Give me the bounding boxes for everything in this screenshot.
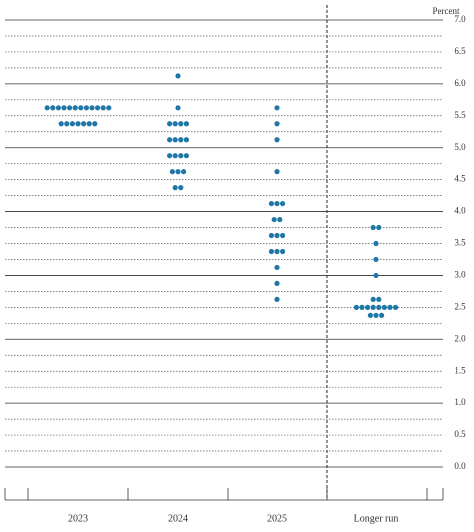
dot [50,105,56,111]
y-tick-label: 6.5 [454,46,466,56]
y-tick-label: 3.5 [454,238,466,248]
dot [353,304,359,310]
dot [61,105,67,111]
y-tick-label: 2.0 [454,333,466,343]
dot [376,296,382,302]
dot [387,304,393,310]
dot [178,185,184,191]
y-tick-label: 4.5 [454,174,466,184]
dot [175,169,181,175]
y-tick-label: 7.0 [454,14,466,24]
dot [44,105,50,111]
dot [64,121,70,127]
dot [67,105,73,111]
y-tick-label: 3.0 [454,269,466,279]
dot [393,304,399,310]
y-tick-label: 5.5 [454,110,466,120]
dot [376,224,382,231]
y-tick-label: 6.0 [454,78,466,88]
dot [373,272,379,279]
dot [373,312,379,318]
dot [86,121,92,127]
dot [268,200,274,207]
dot [373,240,379,247]
dot [58,121,64,127]
dot [78,105,84,111]
dot [183,121,189,127]
dot [376,304,382,310]
dot [274,248,280,255]
dot [169,169,175,175]
dot [183,153,189,159]
y-tick-label: 2.5 [454,301,466,311]
dot [370,224,376,231]
dot [277,216,283,223]
y-tick-label: 4.0 [454,206,466,216]
dot [72,105,78,111]
dot [274,121,280,127]
dot [92,121,98,127]
dot [373,256,379,263]
dot [274,264,280,271]
x-tick-label: 2024 [168,513,188,524]
dot [75,121,81,127]
dot [172,137,178,143]
dot [81,121,87,127]
dot [178,121,184,127]
dot [95,105,101,111]
dot [167,137,173,143]
dot [370,296,376,302]
dot [172,185,178,191]
dot [172,121,178,127]
y-axis-label: Percent [433,6,460,16]
y-tick-label: 1.5 [454,365,466,375]
dot [55,105,62,111]
dot [274,296,280,302]
dot [379,312,385,318]
dot [274,200,280,207]
dot [370,304,376,310]
dot [172,153,178,159]
x-tick-label: Longer run [354,513,399,524]
dot [83,105,89,111]
dot [274,137,280,143]
dot [178,137,184,143]
dot [100,105,106,111]
x-tick-label: 2023 [68,513,88,524]
dot [69,121,75,127]
dot [175,73,181,79]
dot [271,216,277,223]
dot [268,232,274,239]
dot [167,121,173,127]
x-tick-label: 2025 [267,513,287,524]
y-tick-label: 1.0 [454,397,466,407]
y-tick-label: 5.0 [454,142,466,152]
dot [183,137,189,143]
dot [178,153,184,159]
y-tick-label: 0.5 [454,429,466,439]
dot [181,169,187,175]
dot [365,304,371,310]
dot [280,200,286,207]
dot [274,280,280,287]
dot [167,153,173,159]
dot [381,304,387,310]
dot [280,248,286,255]
dot [268,248,274,255]
dot [280,232,286,239]
dot [89,105,95,111]
dot [359,304,365,310]
y-tick-label: 0.0 [454,461,466,471]
dot [106,105,112,111]
dot [274,169,280,175]
dot [274,105,280,111]
dot [274,232,280,239]
dot [367,312,373,318]
dot [175,105,181,111]
